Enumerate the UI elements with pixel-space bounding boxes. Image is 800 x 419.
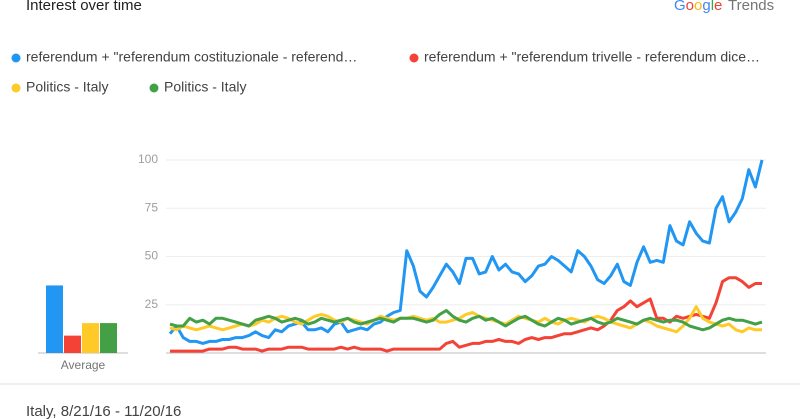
average-bar bbox=[100, 323, 117, 353]
y-tick-label: 100 bbox=[138, 152, 158, 166]
legend-dot bbox=[409, 53, 419, 63]
legend-dot bbox=[11, 83, 21, 93]
average-bar bbox=[64, 335, 81, 353]
brand-google: Google bbox=[674, 0, 722, 14]
y-tick-label: 50 bbox=[145, 249, 159, 263]
average-bar bbox=[82, 323, 99, 353]
brand-trends: Trends bbox=[728, 0, 774, 14]
legend-label: Politics - Italy bbox=[26, 79, 108, 95]
legend-dot bbox=[11, 53, 21, 63]
legend-dot bbox=[149, 83, 159, 93]
average-label: Average bbox=[61, 358, 106, 372]
y-tick-label: 25 bbox=[145, 297, 159, 311]
series-line bbox=[169, 309, 763, 332]
y-tick-label: 75 bbox=[145, 200, 159, 214]
legend-label: referendum + "referendum trivelle - refe… bbox=[424, 49, 760, 65]
legend-label: Politics - Italy bbox=[164, 79, 246, 95]
footer: Italy, 8/21/16 - 11/20/16 bbox=[26, 403, 181, 419]
chart-title: Interest over time bbox=[26, 0, 142, 14]
average-bar bbox=[46, 285, 63, 353]
series-line bbox=[170, 276, 762, 353]
series-line bbox=[169, 305, 762, 334]
legend-label: referendum + "referendum costituzionale … bbox=[26, 49, 357, 65]
series-line bbox=[168, 159, 764, 345]
